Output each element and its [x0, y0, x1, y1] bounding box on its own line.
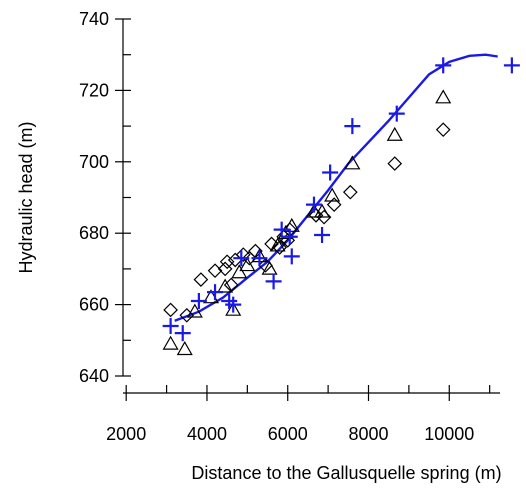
plus-marker — [388, 105, 405, 122]
x-tick-label: 10000 — [424, 424, 474, 444]
plus-marker — [190, 293, 207, 310]
x-tick-label: 8000 — [348, 424, 388, 444]
diamond-marker — [235, 247, 251, 262]
triangle-marker — [231, 264, 248, 279]
fitted-curve-layer — [174, 53, 498, 322]
y-tick-label: 700 — [79, 152, 109, 172]
diamond-marker — [219, 254, 235, 270]
plus-marker — [305, 196, 322, 213]
triangle-marker — [283, 217, 300, 232]
plus-marker — [344, 118, 361, 135]
plus-marker — [265, 273, 282, 290]
triangle-marker — [435, 89, 452, 104]
plus-marker — [435, 57, 452, 74]
y-axis-label: Hydraulic head (m) — [16, 121, 36, 273]
triangle-marker — [162, 335, 179, 350]
diamond-marker — [308, 208, 324, 223]
axes: 640 660 680 700 720 740 2000 4000 6000 8000 10000 — [79, 9, 500, 444]
triangle-marker — [261, 260, 278, 275]
triangle-marker — [176, 341, 193, 356]
trend-line — [174, 53, 498, 322]
diamond-marker — [326, 197, 342, 212]
triangle-marker — [217, 278, 234, 293]
x-tick-label: 4000 — [187, 424, 227, 444]
plus-marker — [174, 325, 191, 342]
y-tick-label: 720 — [79, 80, 109, 100]
plus-marker — [281, 228, 298, 245]
y-tick-label: 640 — [79, 366, 109, 386]
plus-marker — [503, 57, 520, 74]
plus-marker — [162, 318, 179, 335]
plus-marker — [273, 221, 290, 238]
diamond-marker — [193, 272, 209, 287]
plus-marker — [221, 293, 238, 310]
diamond-marker — [435, 122, 451, 138]
triangle-marker — [324, 187, 341, 202]
y-tick-label: 680 — [79, 223, 109, 243]
plus-marker — [251, 250, 268, 267]
triangle-marker — [305, 203, 323, 218]
diamond-marker — [387, 156, 403, 171]
triangle-marker — [269, 237, 286, 252]
plus-marker — [225, 296, 242, 313]
y-tick-label: 740 — [79, 9, 109, 29]
triangle-marker — [239, 257, 256, 272]
x-axis-label: Distance to the Gallusquelle spring (m) — [191, 463, 501, 483]
plus-marker — [322, 164, 339, 181]
plus-marker — [233, 250, 250, 267]
diamond-marker — [163, 302, 178, 318]
plus-marker — [207, 284, 224, 301]
x-tick-label: 2000 — [106, 424, 146, 444]
diamond-marker — [179, 307, 195, 323]
triangle-marker — [225, 301, 242, 316]
data-points — [162, 57, 520, 356]
y-tick-label: 660 — [79, 295, 109, 315]
x-tick-label: 6000 — [268, 424, 308, 444]
triangle-marker — [314, 203, 331, 218]
plus-marker — [314, 226, 331, 243]
triangle-marker — [344, 155, 361, 170]
triangle-marker — [186, 303, 203, 318]
diamond-marker — [272, 240, 288, 255]
triangle-marker — [386, 126, 403, 141]
diamond-marker — [342, 184, 358, 200]
plus-marker — [283, 248, 300, 265]
